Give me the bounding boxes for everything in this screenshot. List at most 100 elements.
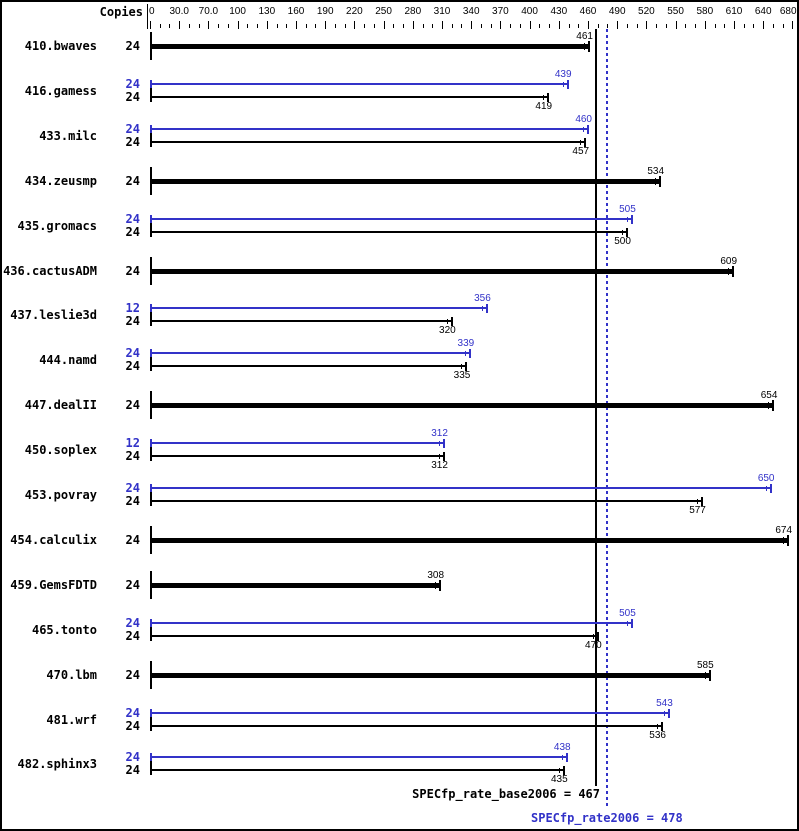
axis-minor-tick	[753, 24, 755, 28]
axis-minor-tick	[188, 24, 190, 28]
base-bar-endcap	[700, 497, 703, 506]
benchmark-label: 434.zeusmp	[24, 174, 97, 188]
peak-bar-endcap	[485, 304, 488, 313]
axis-tick	[471, 21, 473, 29]
base-copies-value: 24	[125, 314, 140, 328]
peak-bar	[150, 352, 471, 354]
base-bar-endcap	[787, 535, 790, 546]
axis-minor-tick	[519, 24, 521, 28]
peak-copies-value: 24	[125, 616, 140, 630]
axis-tick-label: 30.0	[169, 6, 189, 17]
base-bar-value-label: 335	[453, 370, 471, 381]
bar-start-connector	[150, 439, 152, 461]
base-bar	[150, 179, 661, 184]
peak-bar-run-tick	[481, 306, 483, 311]
base-bar-endcap	[732, 266, 735, 277]
benchmark-label: 453.povray	[24, 488, 97, 502]
base-bar-run-tick	[621, 230, 623, 235]
base-bar-value-label: 457	[572, 146, 590, 157]
benchmark-label: 435.gromacs	[17, 219, 97, 233]
base-bar-endcap	[450, 317, 453, 326]
axis-minor-tick	[685, 24, 687, 28]
axis-tick	[266, 21, 268, 29]
axis-minor-tick	[218, 24, 220, 28]
axis-minor-tick	[539, 24, 541, 28]
bar-start-connector	[150, 125, 152, 147]
peak-bar-run-tick	[465, 351, 467, 356]
axis-tick-label: 280	[404, 6, 422, 17]
axis-minor-tick	[782, 24, 784, 28]
axis-tick	[354, 21, 356, 29]
benchmark-label: 436.cactusADM	[3, 264, 97, 278]
axis-minor-tick	[432, 24, 434, 28]
base-bar-endcap	[772, 400, 775, 411]
peak-bar-run-tick	[663, 711, 665, 716]
peak-copies-value: 24	[125, 346, 140, 360]
base-bar	[150, 583, 441, 588]
peak-bar-value-label: 650	[757, 473, 775, 484]
axis-minor-tick	[334, 24, 336, 28]
base-bar	[150, 635, 598, 637]
axis-minor-tick	[247, 24, 249, 28]
base-copies-value: 24	[125, 494, 140, 508]
peak-bar-value-label: 505	[619, 204, 636, 215]
axis-minor-tick	[315, 24, 317, 28]
peak-bar-run-tick	[583, 127, 584, 132]
peak-bar	[150, 307, 487, 309]
base-bar-run-tick	[461, 364, 463, 369]
peak-bar	[150, 622, 632, 624]
base-bar-run-tick	[435, 582, 437, 589]
base-bar-value-label: 308	[427, 570, 445, 581]
axis-minor-tick	[276, 24, 278, 28]
base-bar-value-label: 419	[535, 101, 553, 112]
copies-value: 24	[125, 398, 140, 412]
axis-minor-tick	[159, 24, 161, 28]
peak-bar	[150, 128, 588, 130]
axis-tick-label: 580	[696, 6, 714, 17]
axis-minor-tick	[257, 24, 259, 28]
benchmark-label: 416.gamess	[24, 84, 97, 98]
axis-minor-tick	[636, 24, 638, 28]
base-bar-value-label: 534	[647, 166, 665, 177]
base-bar-value-label: 609	[720, 256, 738, 267]
peak-bar-endcap	[667, 709, 670, 718]
peak-bar	[150, 712, 669, 714]
base-copies-value: 24	[125, 629, 140, 643]
axis-minor-tick	[286, 24, 288, 28]
bar-start-connector	[150, 753, 152, 775]
base-bar-endcap	[439, 580, 442, 591]
peak-copies-value: 12	[125, 436, 140, 450]
base-bar-run-tick	[446, 319, 448, 324]
bar-start-connector	[150, 619, 152, 641]
axis-tick-label: 70.0	[198, 6, 219, 17]
axis-tick-label: 250	[375, 6, 392, 17]
copies-value: 24	[125, 578, 140, 592]
peak-bar-endcap	[565, 753, 568, 762]
axis-tick	[237, 21, 239, 29]
peak-bar-value-label: 312	[431, 428, 448, 439]
axis-minor-tick	[626, 24, 628, 28]
axis-minor-tick	[373, 24, 375, 28]
axis-minor-tick	[305, 24, 307, 28]
axis-tick-label: 130	[258, 6, 276, 17]
axis-tick-label: 680	[779, 6, 797, 17]
base-bar-value-label: 536	[649, 730, 666, 741]
base-bar-run-tick	[768, 402, 770, 409]
axis-tick	[763, 21, 765, 29]
axis-tick-label: 550	[667, 6, 684, 17]
base-bar-value-label: 674	[775, 525, 793, 536]
peak-copies-value: 24	[125, 122, 140, 136]
axis-tick-label: 520	[638, 6, 655, 17]
benchmark-label: 437.leslie3d	[10, 308, 97, 322]
base-bar-run-tick	[438, 454, 440, 459]
peak-bar-run-tick	[561, 755, 563, 760]
base-bar-endcap	[562, 766, 565, 775]
base-bar-endcap	[596, 632, 599, 641]
peak_mean-line	[605, 29, 608, 808]
axis-tick-label: 430	[550, 6, 568, 17]
base-bar	[150, 365, 467, 367]
axis-tick-label: 370	[492, 6, 509, 17]
peak-bar-run-tick	[438, 441, 440, 446]
axis-tick	[617, 21, 619, 29]
peak-bar-endcap	[587, 125, 589, 134]
